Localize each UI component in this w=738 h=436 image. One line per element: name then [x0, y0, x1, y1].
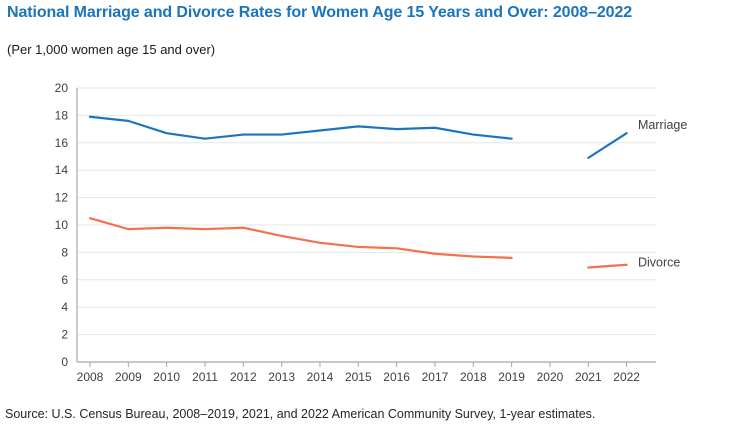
chart-title: National Marriage and Divorce Rates for … [7, 4, 633, 21]
x-tick-label: 2016 [383, 370, 410, 384]
x-tick-label: 2008 [77, 370, 104, 384]
x-tick-label: 2020 [537, 370, 564, 384]
marriage-divorce-line-chart: 0 2 4 6 8 10 12 14 16 18 20 2008 2009 2010 2011 2012 201… [55, 81, 688, 384]
x-tick-label: 2022 [613, 370, 640, 384]
divorce-line [88, 217, 513, 259]
y-tick-label: 2 [61, 328, 68, 342]
divorce-series-label: Divorce [638, 256, 680, 270]
x-tick-label: 2019 [498, 370, 525, 384]
x-tick-label: 2009 [115, 370, 142, 384]
x-tick-label: 2021 [575, 370, 602, 384]
y-tick-label: 10 [55, 218, 69, 232]
y-tick-label: 20 [55, 81, 69, 95]
y-tick-label: 6 [61, 273, 68, 287]
x-tick-label: 2018 [460, 370, 487, 384]
marriage-series-label: Marriage [638, 118, 687, 132]
x-tick-label: 2013 [268, 370, 295, 384]
y-tick-label: 16 [55, 136, 69, 150]
chart-subtitle: (Per 1,000 women age 15 and over) [7, 42, 216, 57]
y-tick-label: 18 [55, 108, 69, 122]
y-tick-label: 0 [61, 355, 68, 369]
x-tick-label: 2014 [307, 370, 334, 384]
divorce-line [587, 263, 628, 269]
x-tick-label: 2015 [345, 370, 372, 384]
marriage-line [88, 115, 513, 140]
y-tick-label: 8 [61, 245, 68, 259]
y-tick-label: 12 [55, 191, 69, 205]
y-tick-label: 4 [61, 300, 68, 314]
x-tick-label: 2011 [192, 370, 218, 384]
source-note: Source: U.S. Census Bureau, 2008–2019, 2… [5, 407, 596, 421]
marriage-line [587, 132, 628, 159]
y-tick-label: 14 [55, 163, 69, 177]
x-tick-label: 2010 [153, 370, 180, 384]
x-tick-label: 2012 [230, 370, 257, 384]
x-tick-label: 2017 [422, 370, 449, 384]
